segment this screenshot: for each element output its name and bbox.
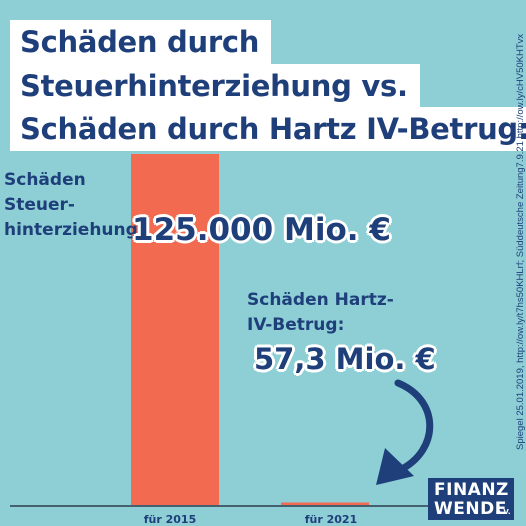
source-note: Spiegel 25.01.2019, http://ow.ly/t7hs50K… (515, 33, 526, 450)
finanzwende-logo: FINANZ WENDE e.V. (428, 478, 514, 520)
logo-line-2: WENDE (434, 499, 507, 519)
bar-0 (131, 154, 219, 505)
hartz-label-line-2: IV-Betrug: (247, 315, 345, 335)
bar-1 (281, 502, 369, 505)
hartz-label-line-1: Schäden Hartz- (247, 290, 394, 310)
curved-arrow-icon (394, 379, 434, 474)
title-line-2: Steuerhinterziehung vs. (10, 64, 420, 108)
tax-label: Schäden Steuer- hinterziehung: (4, 168, 145, 243)
hartz-value: 57,3 Mio. € (254, 342, 436, 376)
tax-label-line-1: Schäden (4, 170, 86, 190)
x-tick-2021: für 2021 (304, 513, 358, 526)
x-tick-2015: für 2015 (143, 513, 197, 526)
logo-line-1: FINANZ (434, 480, 509, 500)
tax-label-line-2: Steuer- (4, 195, 75, 215)
tax-value: 125.000 Mio. € (132, 212, 391, 248)
title-line-3: Schäden durch Hartz IV-Betrug: (10, 107, 526, 151)
tax-label-line-3: hinterziehung: (4, 220, 145, 240)
title-line-1: Schäden durch (10, 20, 272, 64)
hartz-label: Schäden Hartz- IV-Betrug: (247, 288, 394, 338)
logo-suffix: e.V. (496, 508, 511, 516)
arrow-head-icon (376, 448, 414, 485)
